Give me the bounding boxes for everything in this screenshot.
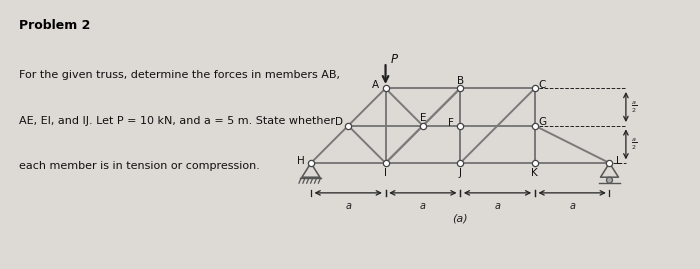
Text: $\frac{a}{2}$: $\frac{a}{2}$ <box>631 137 637 152</box>
Text: A: A <box>372 80 379 90</box>
Text: B: B <box>456 76 463 86</box>
Text: G: G <box>538 117 547 127</box>
Text: a: a <box>569 201 575 211</box>
Text: a: a <box>494 201 500 211</box>
Circle shape <box>606 177 612 183</box>
Text: L: L <box>615 156 622 166</box>
Text: H: H <box>297 156 304 166</box>
Text: F: F <box>447 118 454 129</box>
Text: D: D <box>335 117 342 127</box>
Text: $\frac{a}{2}$: $\frac{a}{2}$ <box>631 100 637 115</box>
Text: each member is in tension or compression.: each member is in tension or compression… <box>20 161 260 171</box>
Text: K: K <box>531 168 538 178</box>
Text: Problem 2: Problem 2 <box>20 19 91 32</box>
Text: a: a <box>345 201 351 211</box>
Text: AE, EI, and IJ. Let P = 10 kN, and a = 5 m. State whether: AE, EI, and IJ. Let P = 10 kN, and a = 5… <box>20 116 335 126</box>
Text: E: E <box>419 113 426 123</box>
Text: (a): (a) <box>452 213 468 223</box>
Text: For the given truss, determine the forces in members AB,: For the given truss, determine the force… <box>20 70 340 80</box>
Text: a: a <box>420 201 426 211</box>
Text: P: P <box>391 53 398 66</box>
Text: I: I <box>384 168 387 178</box>
Text: C: C <box>538 80 546 90</box>
Text: J: J <box>458 168 462 178</box>
